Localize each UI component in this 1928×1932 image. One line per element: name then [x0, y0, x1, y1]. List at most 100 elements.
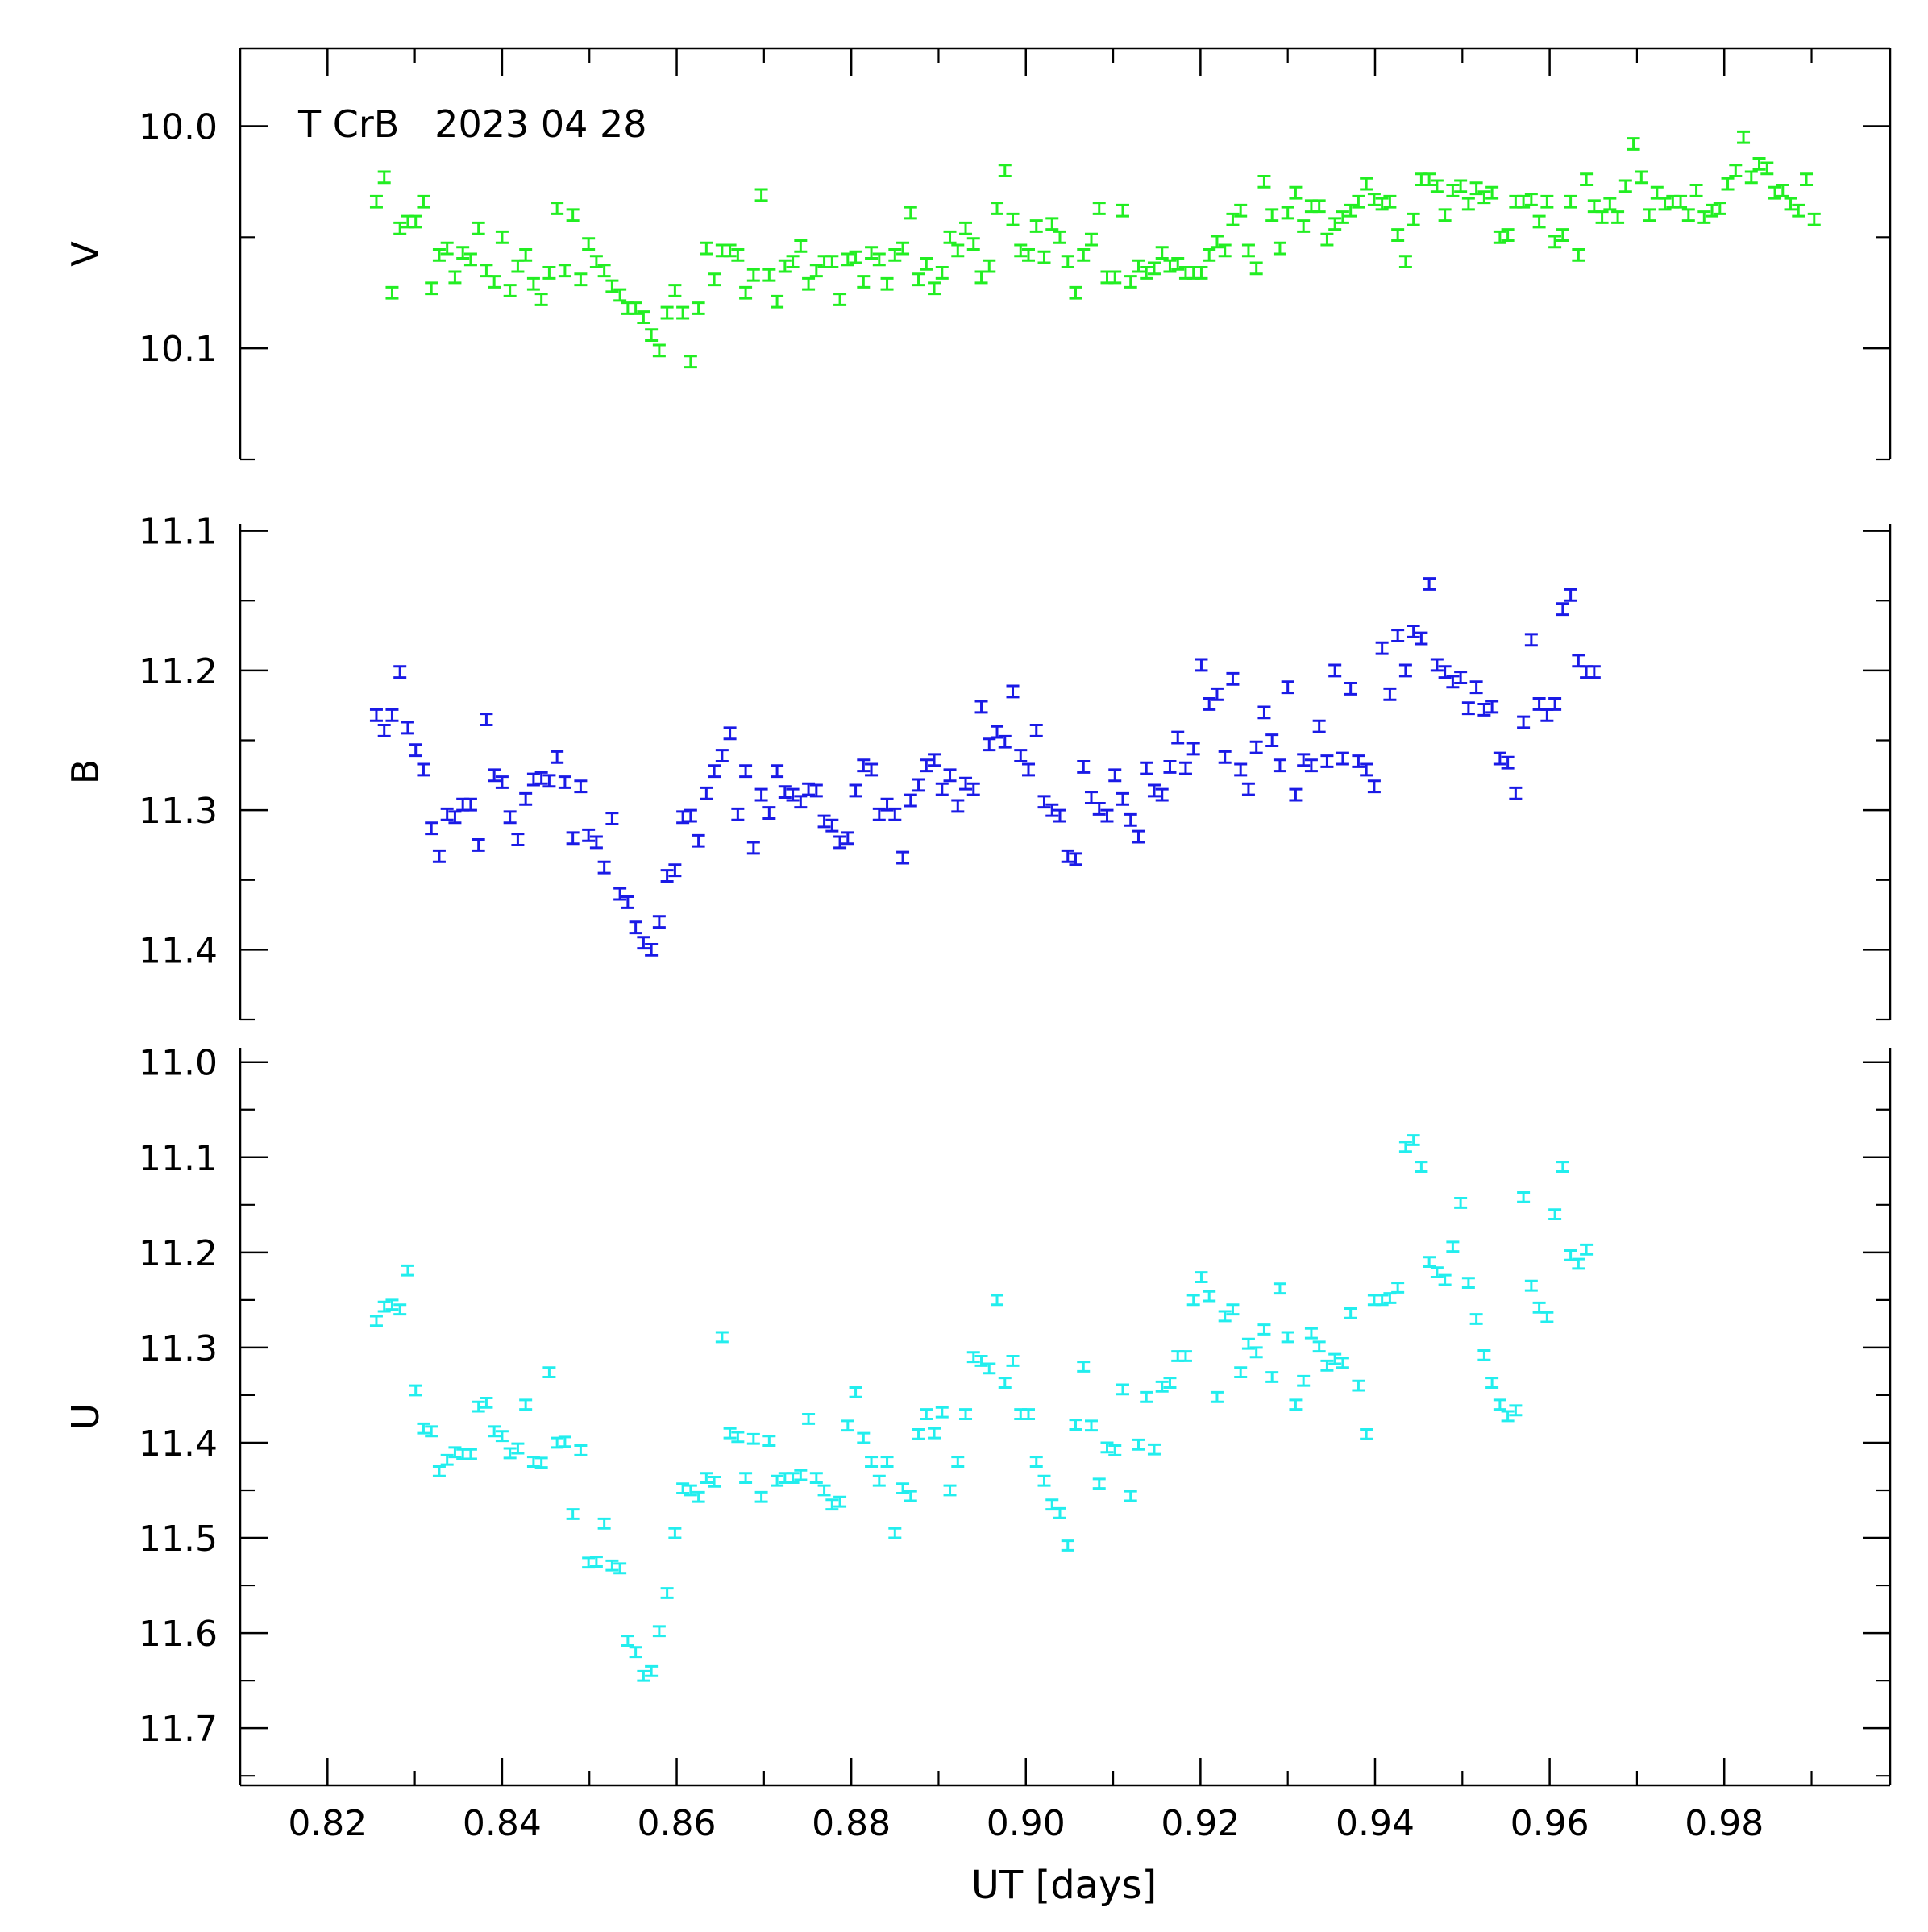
- b-data-point: [621, 895, 634, 909]
- u-data-point: [700, 1472, 713, 1485]
- v-data-point: [786, 255, 800, 269]
- u-data-point: [1423, 1256, 1436, 1269]
- b-data-point: [393, 665, 407, 679]
- v-data-point: [1344, 203, 1357, 218]
- v-data-point: [1061, 255, 1074, 269]
- xtick-label: 0.86: [638, 1803, 717, 1844]
- v-data-point: [928, 281, 941, 296]
- v-data-point: [1643, 208, 1656, 222]
- u-data-point: [1234, 1366, 1248, 1379]
- b-data-point: [503, 810, 517, 825]
- u-data-point: [558, 1435, 571, 1448]
- u-data-point: [1344, 1307, 1357, 1319]
- b-data-point: [440, 807, 454, 821]
- v-data-point: [1320, 232, 1334, 247]
- b-data-point: [574, 779, 588, 794]
- u-data-point: [1328, 1352, 1342, 1365]
- v-data-point: [880, 276, 894, 291]
- v-data-point: [1077, 247, 1091, 262]
- b-data-point: [1391, 629, 1405, 643]
- u-data-point: [1116, 1383, 1129, 1396]
- b-data-point: [1218, 750, 1232, 764]
- v-data-point: [1532, 214, 1546, 229]
- u-data-point: [1257, 1323, 1271, 1336]
- u-ytick-label: 11.4: [139, 1423, 218, 1465]
- v-data-point: [1163, 259, 1177, 273]
- b-data-point: [377, 723, 391, 737]
- u-data-point: [1485, 1377, 1499, 1389]
- u-data-point: [1132, 1438, 1145, 1451]
- v-data-point: [1493, 230, 1506, 244]
- u-data-point: [448, 1446, 462, 1459]
- b-data-point: [1461, 701, 1475, 716]
- b-data-point: [1532, 697, 1546, 711]
- v-data-point: [1037, 250, 1051, 264]
- u-data-point: [857, 1431, 871, 1444]
- b-data-point: [872, 807, 886, 821]
- u-data-point: [809, 1472, 823, 1485]
- v-data-point: [1195, 266, 1208, 280]
- u-data-point: [440, 1453, 454, 1466]
- b-data-point: [1178, 761, 1192, 775]
- u-data-point: [621, 1635, 634, 1647]
- b-data-point: [448, 810, 462, 825]
- u-data-point: [1061, 1539, 1074, 1552]
- xtick-label: 0.92: [1161, 1803, 1240, 1844]
- v-data-point: [409, 214, 422, 229]
- v-data-point: [1045, 217, 1059, 231]
- v-data-point: [589, 255, 603, 269]
- v-data-point: [1485, 185, 1499, 200]
- b-data-point: [1524, 633, 1538, 647]
- v-data-point: [872, 252, 886, 267]
- b-data-point: [983, 737, 996, 752]
- v-data-point: [1297, 219, 1311, 233]
- b-data-point: [1344, 681, 1357, 696]
- v-data-point: [377, 170, 391, 185]
- b-data-point: [1587, 665, 1601, 679]
- v-data-point: [621, 301, 634, 315]
- u-data-point: [566, 1508, 580, 1520]
- u-data-point: [1226, 1303, 1240, 1316]
- u-data-point: [472, 1400, 485, 1413]
- u-data-point: [959, 1408, 973, 1420]
- b-data-point: [1053, 808, 1067, 823]
- v-data-point: [1069, 285, 1082, 300]
- b-data-point: [1203, 697, 1216, 711]
- v-data-point: [841, 252, 854, 267]
- u-data-point: [817, 1484, 831, 1497]
- b-data-point: [463, 797, 477, 812]
- b-data-point: [1454, 671, 1468, 684]
- u-data-point: [574, 1444, 588, 1456]
- v-data-point: [1580, 172, 1594, 187]
- v-data-point: [511, 259, 525, 273]
- v-data-point: [1312, 199, 1326, 214]
- b-data-point: [1210, 687, 1224, 701]
- b-data-point: [1171, 730, 1185, 745]
- b-data-point: [1580, 665, 1594, 679]
- v-data-point: [825, 255, 839, 269]
- u-data-point: [692, 1490, 705, 1503]
- u-ytick-label: 11.2: [139, 1233, 218, 1274]
- b-data-point: [1297, 753, 1311, 767]
- u-data-point: [1415, 1161, 1428, 1173]
- b-data-point: [1367, 779, 1381, 794]
- u-data-point: [393, 1303, 407, 1316]
- v-data-point: [1328, 217, 1342, 231]
- v-data-point: [1752, 156, 1766, 171]
- b-ytick-label: 11.3: [139, 791, 218, 832]
- u-data-point: [660, 1587, 674, 1599]
- b-data-point: [1493, 751, 1506, 766]
- b-data-point: [1556, 602, 1569, 617]
- b-data-point: [1509, 786, 1523, 800]
- v-data-point: [1234, 203, 1248, 218]
- u-data-point: [1517, 1190, 1531, 1203]
- b-data-point: [1186, 742, 1200, 756]
- b-data-point: [1037, 795, 1051, 809]
- b-data-point: [762, 806, 776, 821]
- v-data-point: [1446, 184, 1460, 197]
- b-data-point: [589, 835, 603, 850]
- v-data-point: [1477, 190, 1491, 205]
- v-data-point: [668, 284, 682, 297]
- u-data-point: [778, 1472, 792, 1485]
- b-data-point: [1061, 849, 1074, 863]
